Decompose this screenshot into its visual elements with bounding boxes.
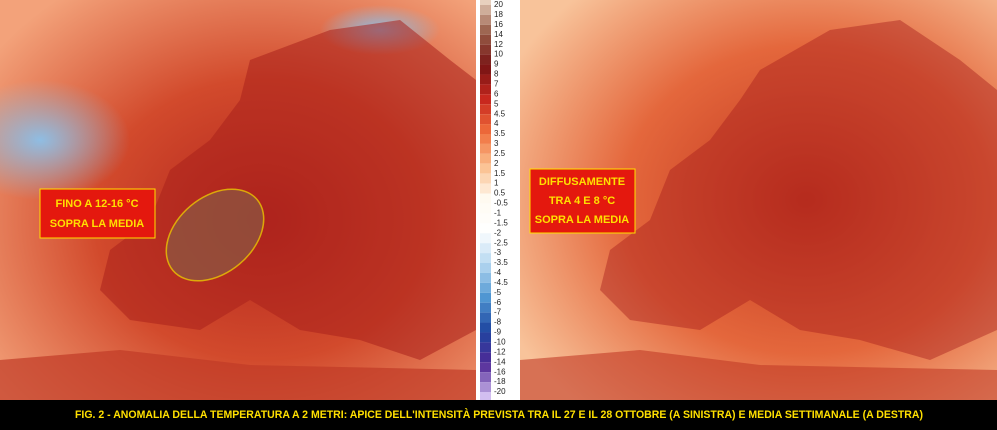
colorbar-swatch xyxy=(480,143,491,154)
colorbar-label: 4 xyxy=(494,119,499,128)
annotation-line: DIFFUSAMENTE xyxy=(539,176,625,188)
colorbar-label: 20 xyxy=(494,0,503,9)
colorbar-label: -3.5 xyxy=(494,258,508,267)
colorbar-label: -3 xyxy=(494,248,502,257)
colorbar-label: 7 xyxy=(494,79,499,88)
colorbar-label: -0.5 xyxy=(494,199,508,208)
annotation-box xyxy=(529,168,636,234)
colorbar-swatch xyxy=(480,362,491,373)
colorbar-swatch xyxy=(480,322,491,333)
colorbar-label: -14 xyxy=(494,357,506,366)
annotation-line: SOPRA LA MEDIA xyxy=(50,218,145,230)
colorbar-swatch xyxy=(480,134,491,144)
colorbar-swatch xyxy=(480,392,491,400)
colorbar-label: 12 xyxy=(494,40,503,49)
colorbar-swatch xyxy=(480,213,491,224)
colorbar-label: -4 xyxy=(494,268,502,277)
colorbar-swatch xyxy=(480,0,491,5)
colorbar-label: 6 xyxy=(494,89,499,98)
colorbar-label: -1.5 xyxy=(494,218,508,227)
colorbar-label: 5 xyxy=(494,99,499,108)
annotation-line: SOPRA LA MEDIA xyxy=(535,214,630,226)
colorbar-swatch xyxy=(480,332,491,343)
land xyxy=(0,350,476,400)
colorbar-label: -16 xyxy=(494,367,506,376)
colorbar-swatch xyxy=(480,34,491,45)
colorbar-label: -10 xyxy=(494,337,506,346)
colorbar-swatch xyxy=(480,292,491,303)
colorbar-swatch xyxy=(480,104,491,115)
colorbar-swatch xyxy=(480,94,491,105)
left-map: FINO A 12-16 °C SOPRA LA MEDIA xyxy=(0,0,476,400)
colorbar-swatch xyxy=(480,153,491,164)
colorbar-swatch xyxy=(480,263,491,273)
colorbar-swatch xyxy=(480,253,491,263)
highlight-ellipse xyxy=(165,188,265,282)
annotation-box xyxy=(39,188,156,239)
colorbar-label: 1.5 xyxy=(494,169,506,178)
colorbar-swatch xyxy=(480,382,491,392)
colorbar-swatch xyxy=(480,243,491,254)
colorbar-label: -18 xyxy=(494,377,506,386)
colorbar-label: -6 xyxy=(494,298,502,307)
colorbar-swatch xyxy=(480,163,491,174)
colorbar-swatch xyxy=(480,124,491,134)
colorbar-swatch xyxy=(480,282,491,293)
colorbar-label: -2 xyxy=(494,228,502,237)
colorbar-swatch xyxy=(480,272,491,283)
caption-bar xyxy=(0,400,997,430)
colorbar-label: 10 xyxy=(494,50,503,59)
cold-anomaly xyxy=(0,80,130,200)
colorbar-swatch xyxy=(480,54,491,65)
colorbar-swatch xyxy=(480,5,491,15)
colorbar-label: -12 xyxy=(494,347,506,356)
colorbar-swatch xyxy=(480,352,491,363)
colorbar-label: -20 xyxy=(494,387,506,396)
colorbar-swatch xyxy=(480,44,491,55)
colorbar-label: -4.5 xyxy=(494,278,508,287)
caption: FIG. 2 - ANOMALIA DELLA TEMPERATURA A 2 … xyxy=(75,408,923,421)
colorbar-swatch xyxy=(480,223,491,234)
colorbar-label: 0.5 xyxy=(494,189,506,198)
colorbar-label: 2 xyxy=(494,159,499,168)
colorbar-label: 18 xyxy=(494,10,503,19)
colorbar-label: 3.5 xyxy=(494,129,506,138)
colorbar-swatch xyxy=(480,84,491,95)
colorbar-swatch xyxy=(480,173,491,184)
colorbar-swatch xyxy=(480,193,491,204)
annotation-line: FINO A 12-16 °C xyxy=(55,198,138,210)
colorbar-label: -5 xyxy=(494,288,502,297)
colorbar-swatch xyxy=(480,64,491,75)
land xyxy=(600,20,997,360)
colorbar-swatch xyxy=(480,114,491,125)
colorbar-swatch xyxy=(480,183,491,194)
right-map: DIFFUSAMENTE TRA 4 E 8 °C SOPRA LA MEDIA xyxy=(520,0,997,400)
colorbar-label: 3 xyxy=(494,139,499,148)
colorbar-label: -9 xyxy=(494,328,502,337)
colorbar-swatch xyxy=(480,14,491,25)
colorbar-swatch xyxy=(480,74,491,85)
colorbar-label: 1 xyxy=(494,179,499,188)
colorbar-swatch xyxy=(480,24,491,35)
colorbar-label: -1 xyxy=(494,208,502,217)
colorbar-swatch xyxy=(480,312,491,323)
colorbar-label: -7 xyxy=(494,308,502,317)
annotation-line: TRA 4 E 8 °C xyxy=(549,195,615,207)
colorbar-label: 9 xyxy=(494,60,499,69)
colorbar-swatch xyxy=(480,203,491,214)
colorbar: 201816141210987654.543.532.521.510.5-0.5… xyxy=(480,0,508,400)
colorbar-label: 14 xyxy=(494,30,503,39)
colorbar-swatch xyxy=(480,233,491,244)
colorbar-label: 2.5 xyxy=(494,149,506,158)
colorbar-swatch xyxy=(480,302,491,313)
colorbar-label: 16 xyxy=(494,20,503,29)
colorbar-label: 8 xyxy=(494,70,499,79)
colorbar-label: 4.5 xyxy=(494,109,506,118)
land xyxy=(520,350,997,400)
colorbar-swatch xyxy=(480,342,491,353)
colorbar-label: -2.5 xyxy=(494,238,508,247)
colorbar-label: -8 xyxy=(494,318,502,327)
colorbar-swatch xyxy=(480,372,491,383)
